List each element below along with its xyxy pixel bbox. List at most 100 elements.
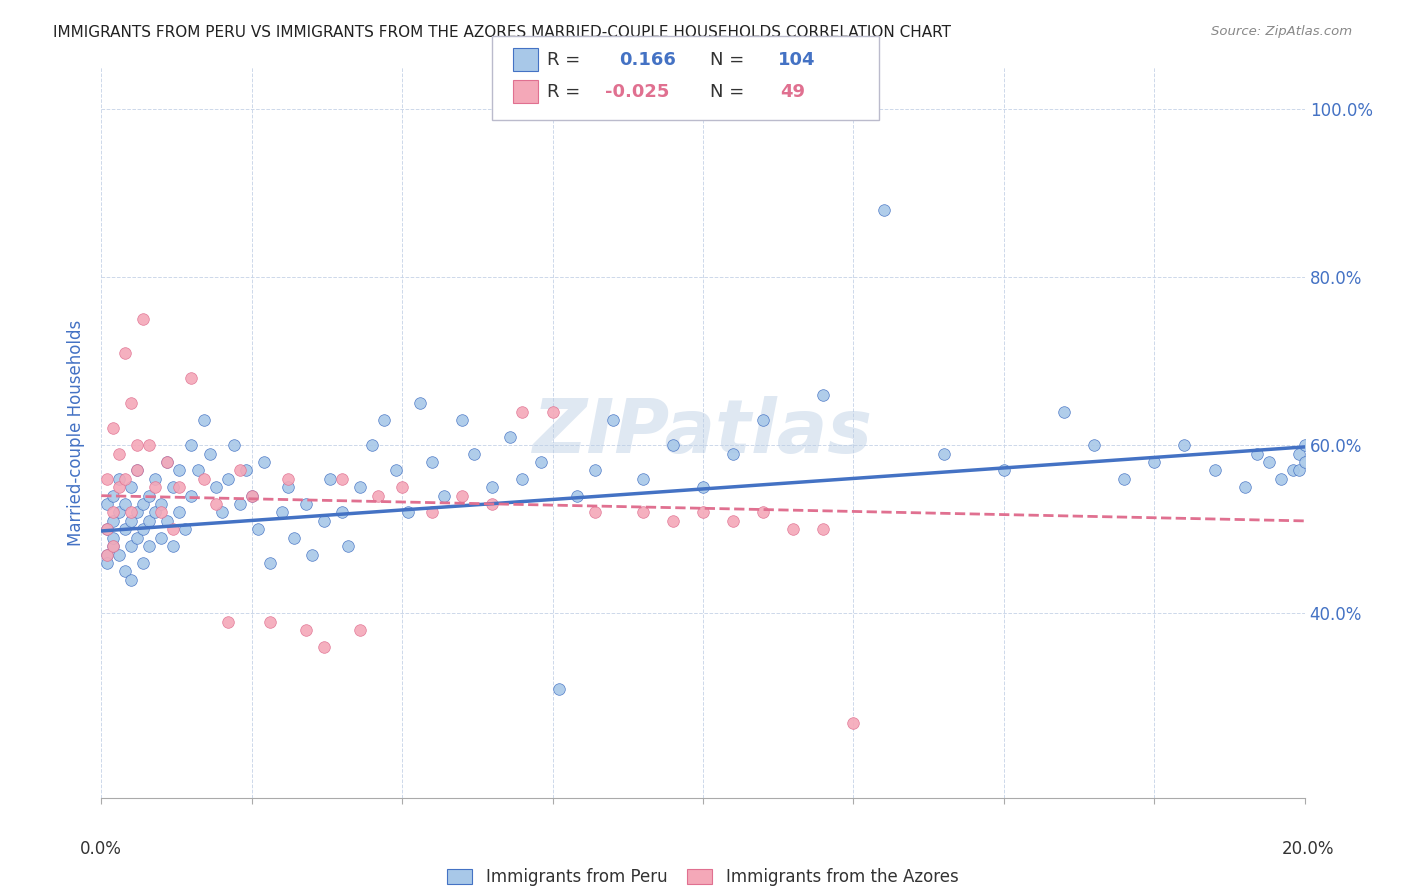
Point [602, 413, 624, 427]
Point [336, 539, 359, 553]
Point [120, 539, 142, 553]
Point [145, 472, 167, 486]
Point [409, 396, 432, 410]
Point [156, 514, 179, 528]
Point [349, 623, 371, 637]
Point [114, 497, 136, 511]
Point [114, 472, 136, 486]
Point [583, 506, 606, 520]
Point [96, 556, 118, 570]
Point [132, 497, 155, 511]
Point [96, 522, 118, 536]
Point [993, 463, 1015, 477]
Point [108, 506, 131, 520]
Point [1204, 463, 1226, 477]
Point [1053, 404, 1076, 418]
Point [222, 438, 245, 452]
Point [1257, 455, 1279, 469]
Point [127, 463, 149, 477]
Point [217, 472, 239, 486]
Point [367, 489, 389, 503]
Point [583, 463, 606, 477]
Point [162, 522, 184, 536]
Point [373, 413, 395, 427]
Point [108, 472, 131, 486]
Point [451, 413, 474, 427]
Point [842, 715, 865, 730]
Point [662, 438, 685, 452]
Point [721, 447, 744, 461]
Point [108, 548, 131, 562]
Point [193, 472, 215, 486]
Point [169, 463, 191, 477]
Point [120, 514, 142, 528]
Point [96, 472, 118, 486]
Point [752, 506, 775, 520]
Point [180, 371, 202, 385]
Point [132, 556, 155, 570]
Point [127, 531, 149, 545]
Point [1288, 463, 1310, 477]
Point [145, 506, 167, 520]
Text: -0.025: -0.025 [605, 83, 669, 101]
Point [463, 447, 485, 461]
Point [96, 548, 118, 562]
Point [114, 522, 136, 536]
Point [138, 489, 160, 503]
Point [198, 447, 221, 461]
Point [512, 404, 534, 418]
Point [1294, 438, 1316, 452]
Point [662, 514, 685, 528]
Point [361, 438, 384, 452]
Point [253, 455, 276, 469]
Point [349, 480, 371, 494]
Point [1246, 447, 1268, 461]
Point [150, 497, 173, 511]
Point [391, 480, 413, 494]
Point [120, 480, 142, 494]
Point [782, 522, 804, 536]
Point [1143, 455, 1166, 469]
Point [451, 489, 474, 503]
Point [295, 497, 318, 511]
Text: 104: 104 [778, 51, 815, 69]
Point [295, 623, 318, 637]
Point [283, 531, 305, 545]
Text: 0.166: 0.166 [619, 51, 675, 69]
Point [277, 472, 299, 486]
Text: R =: R = [547, 51, 581, 69]
Point [103, 539, 125, 553]
Point [481, 480, 503, 494]
Point [1173, 438, 1195, 452]
Point [96, 548, 118, 562]
Point [631, 506, 654, 520]
Point [120, 396, 142, 410]
Text: ZIPatlas: ZIPatlas [533, 396, 873, 469]
Point [1083, 438, 1105, 452]
Point [813, 522, 835, 536]
Text: 49: 49 [780, 83, 806, 101]
Point [246, 522, 269, 536]
Point [1270, 472, 1292, 486]
Legend: Immigrants from Peru, Immigrants from the Azores: Immigrants from Peru, Immigrants from th… [441, 862, 965, 892]
Point [396, 506, 419, 520]
Point [108, 480, 131, 494]
Point [240, 489, 263, 503]
Point [277, 480, 299, 494]
Point [114, 565, 136, 579]
Text: 20.0%: 20.0% [1281, 840, 1334, 858]
Point [103, 489, 125, 503]
Point [330, 506, 353, 520]
Point [211, 506, 233, 520]
Point [228, 463, 250, 477]
Point [103, 421, 125, 435]
Text: R =: R = [547, 83, 581, 101]
Point [108, 447, 131, 461]
Point [240, 489, 263, 503]
Point [138, 438, 160, 452]
Point [150, 531, 173, 545]
Point [420, 455, 443, 469]
Point [204, 497, 226, 511]
Point [204, 480, 226, 494]
Point [481, 497, 503, 511]
